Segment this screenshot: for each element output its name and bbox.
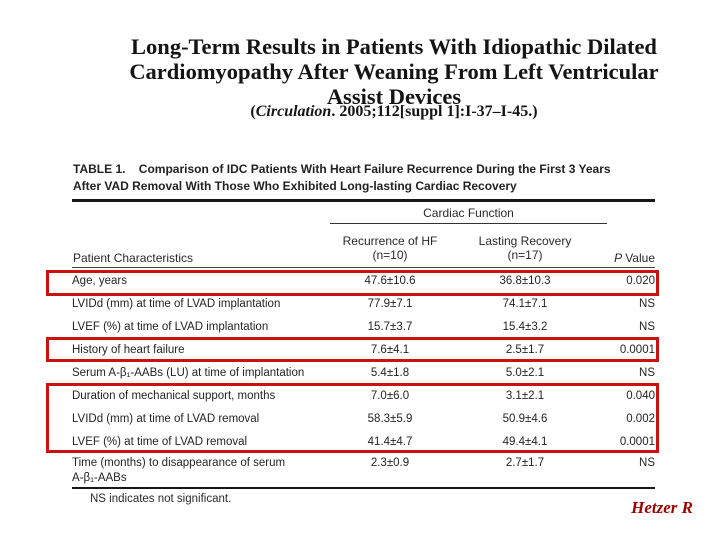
- row-label: History of heart failure: [72, 343, 185, 356]
- row-p-value: 0.0001: [619, 343, 655, 356]
- author-credit: Hetzer R: [631, 498, 693, 517]
- row-recovery-value: 50.9±4.6: [502, 412, 548, 425]
- row-recurrence-value: 5.4±1.8: [370, 366, 410, 379]
- p-value-rest: Value: [625, 251, 655, 265]
- row-recovery-value: 3.1±2.1: [505, 389, 545, 402]
- table-row: LVEF (%) at time of LVAD implantation 15…: [72, 315, 655, 338]
- row-recovery-value: 36.8±10.3: [499, 274, 551, 287]
- row-p-value: 0.040: [626, 389, 655, 402]
- column-header-recovery-n: (n=17): [507, 248, 543, 262]
- row-p-value: NS: [639, 320, 655, 333]
- table-top-rule: [72, 199, 655, 202]
- highlight-box-removal-rows: [46, 383, 659, 453]
- row-label: LVEF (%) at time of LVAD removal: [72, 435, 248, 448]
- row-recurrence-value: 41.4±4.7: [367, 435, 413, 448]
- spanner-header: Cardiac Function: [423, 206, 514, 220]
- column-header-recovery-label: Lasting Recovery: [478, 234, 572, 248]
- row-label: Serum A-β₁-AABs (LU) at time of implanta…: [72, 366, 305, 379]
- column-header-recurrence: Recurrence of HF (n=10): [330, 234, 450, 262]
- table-row: History of heart failure 7.6±4.1 2.5±1.7…: [72, 338, 655, 361]
- row-recurrence-value: 58.3±5.9: [367, 412, 413, 425]
- row-recovery-value: 15.4±3.2: [502, 320, 548, 333]
- highlight-box-history-row: [46, 337, 659, 362]
- row-p-value: 0.020: [626, 274, 655, 287]
- highlight-box-age-row: [46, 270, 659, 296]
- row-recurrence-value: 7.6±4.1: [370, 343, 410, 356]
- paper-title: Long-Term Results in Patients With Idiop…: [68, 34, 720, 109]
- column-header-recurrence-label: Recurrence of HF: [342, 234, 438, 248]
- row-recovery-value: 5.0±2.1: [505, 366, 545, 379]
- table-caption-line: TABLE 1. Comparison of IDC Patients With…: [73, 162, 611, 176]
- row-recurrence-value: 77.9±7.1: [367, 297, 413, 310]
- row-recovery-value: 2.7±1.7: [505, 457, 545, 469]
- row-label: LVIDd (mm) at time of LVAD removal: [72, 412, 260, 425]
- row-recurrence-value: 47.6±10.6: [364, 274, 416, 287]
- table-row: LVIDd (mm) at time of LVAD implantation …: [72, 292, 655, 315]
- table-caption-line: After VAD Removal With Those Who Exhibit…: [73, 179, 517, 193]
- table-row: LVIDd (mm) at time of LVAD removal 58.3±…: [72, 407, 655, 430]
- row-recovery-value: 2.5±1.7: [505, 343, 545, 356]
- row-label: Duration of mechanical support, months: [72, 389, 276, 402]
- column-header-recovery: Lasting Recovery (n=17): [450, 234, 600, 262]
- table-bottom-rule: [72, 487, 655, 489]
- p-italic: P: [614, 251, 623, 265]
- row-label: Age, years: [72, 274, 127, 287]
- table-row: Age, years 47.6±10.6 36.8±10.3 0.020: [72, 269, 655, 292]
- row-p-value: 0.002: [626, 412, 655, 425]
- column-header-patient-characteristics: Patient Characteristics: [73, 251, 194, 265]
- paper-title-line: Long-Term Results in Patients With Idiop…: [131, 34, 657, 59]
- row-recurrence-value: 15.7±3.7: [367, 320, 413, 333]
- row-label: Time (months) to disappearance of serum …: [72, 456, 330, 486]
- column-header-recurrence-n: (n=10): [372, 248, 408, 262]
- row-p-value: NS: [639, 366, 655, 379]
- row-recovery-value: 74.1±7.1: [502, 297, 548, 310]
- table-row: LVEF (%) at time of LVAD removal 41.4±4.…: [72, 430, 655, 453]
- table-body: Age, years 47.6±10.6 36.8±10.3 0.020 LVI…: [72, 269, 655, 487]
- paper-title-line: Assist Devices: [326, 84, 462, 109]
- row-label-line1: Time (months) to disappearance of serum: [72, 457, 286, 469]
- citation-open: (: [250, 103, 256, 120]
- header-rule: [72, 267, 655, 268]
- row-p-value: NS: [639, 297, 655, 310]
- paper-title-line: Cardiomyopathy After Weaning From Left V…: [129, 59, 659, 84]
- table-footnote: NS indicates not significant.: [90, 493, 232, 505]
- citation: (Circulation. 2005;112[suppl 1]:I-37–I-4…: [68, 103, 720, 121]
- row-recovery-value: 49.4±4.1: [502, 435, 548, 448]
- column-header-p-value: P Value: [595, 251, 655, 265]
- row-label: LVIDd (mm) at time of LVAD implantation: [72, 297, 281, 310]
- row-p-value: NS: [639, 457, 655, 469]
- table-row: Duration of mechanical support, months 7…: [72, 384, 655, 407]
- row-recurrence-value: 2.3±0.9: [370, 457, 410, 469]
- row-label-line2: A-β₁-AABs: [72, 472, 127, 484]
- row-p-value: 0.0001: [619, 435, 655, 448]
- citation-journal: Circulation: [255, 103, 332, 120]
- spanner-underline: [330, 223, 607, 224]
- table-row: Serum A-β₁-AABs (LU) at time of implanta…: [72, 361, 655, 384]
- table-caption: TABLE 1. Comparison of IDC Patients With…: [73, 161, 673, 195]
- row-label: LVEF (%) at time of LVAD implantation: [72, 320, 269, 333]
- row-recurrence-value: 7.0±6.0: [370, 389, 410, 402]
- table-row: Time (months) to disappearance of serum …: [72, 453, 655, 487]
- citation-rest: . 2005;112[suppl 1]:I-37–I-45.): [331, 103, 538, 120]
